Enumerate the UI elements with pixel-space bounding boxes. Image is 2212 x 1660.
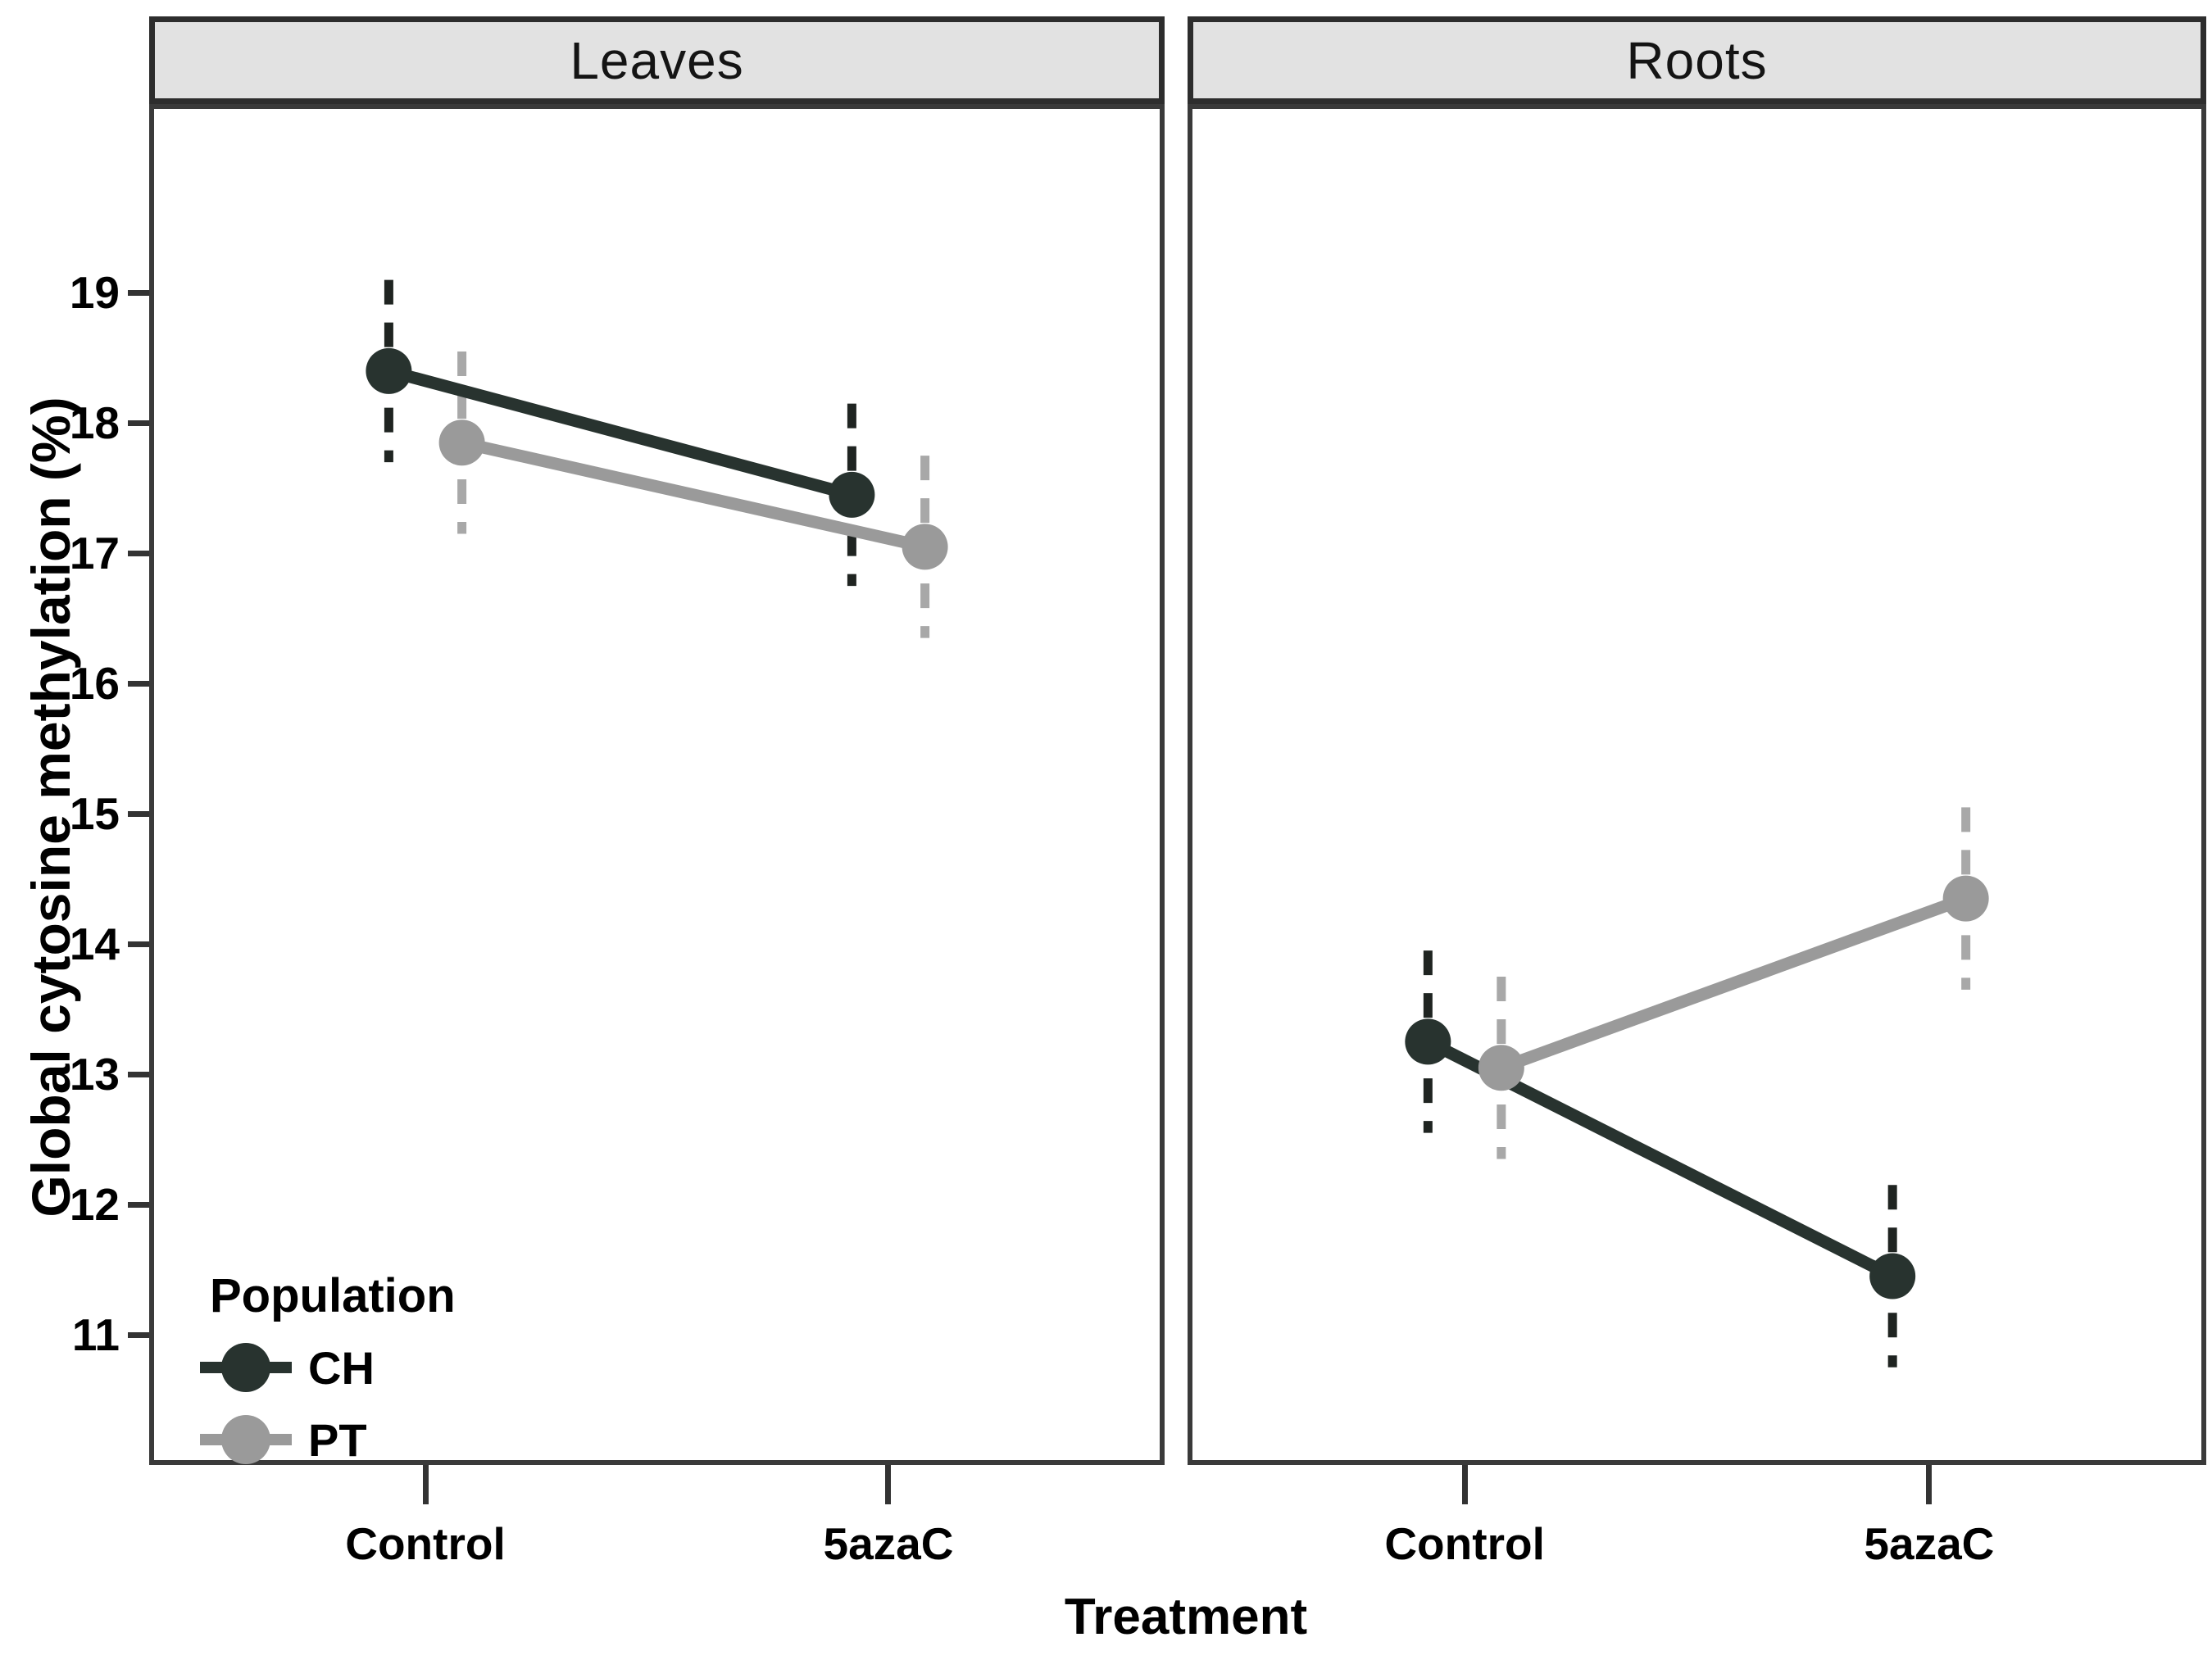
x-tick-mark [885,1465,892,1504]
x-tick-mark [422,1465,429,1504]
y-tick-label: 14 [69,918,120,970]
legend-label-ch: CH [308,1341,375,1394]
y-tick-mark [128,1201,149,1208]
y-tick-label: 18 [69,397,120,449]
y-tick-label: 13 [69,1049,120,1100]
y-axis-title: Global cytosine methylation (%) [20,397,81,1218]
y-tick-mark [128,810,149,817]
legend-symbol-pt-icon [200,1415,292,1464]
y-tick-mark [128,289,149,296]
y-tick-label: 17 [69,528,120,579]
legend-label-pt: PT [308,1413,367,1466]
y-tick-mark [128,550,149,556]
x-axis-title: Treatment [1064,1589,1308,1645]
legend-title: Population [210,1269,456,1322]
y-tick-label: 16 [69,658,120,710]
panel-roots [1188,104,2206,1465]
y-tick-label: 12 [69,1179,120,1231]
legend-entry-ch: CH [197,1338,456,1397]
legend-entry-pt: PT [197,1410,456,1469]
x-tick-label-5azac: 5azaC [823,1518,954,1569]
facet-strip-leaves: Leaves [149,16,1165,104]
x-tick-mark [1926,1465,1933,1504]
y-tick-mark [128,1331,149,1338]
x-tick-mark [1461,1465,1468,1504]
y-tick-label: 19 [69,267,120,319]
legend-symbol-ch-icon [200,1343,292,1392]
y-tick-mark [128,1071,149,1077]
y-tick-label: 15 [69,788,120,840]
x-tick-label-5azac: 5azaC [1864,1518,1995,1569]
panel-leaves [149,104,1165,1465]
y-tick-mark [128,941,149,947]
y-tick-label: 11 [71,1309,120,1361]
strip-label-leaves: Leaves [570,30,744,90]
x-tick-label-control: Control [1384,1518,1545,1569]
y-tick-mark [128,420,149,426]
facet-strip-roots: Roots [1188,16,2206,104]
x-tick-label-control: Control [345,1518,506,1569]
y-tick-mark [128,680,149,687]
legend: Population CH PT [197,1268,456,1482]
strip-label-roots: Roots [1626,30,1768,90]
